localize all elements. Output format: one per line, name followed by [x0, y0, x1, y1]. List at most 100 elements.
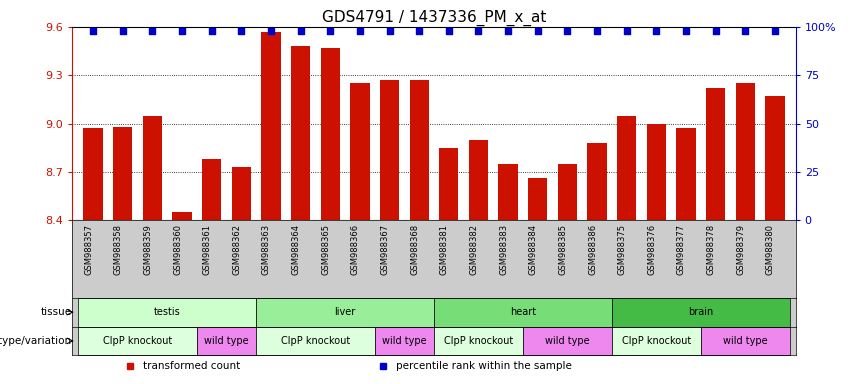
- Bar: [78, 298, 256, 326]
- Bar: [612, 298, 790, 326]
- Point: [561, 28, 574, 34]
- Point: [383, 28, 397, 34]
- Text: GSM988381: GSM988381: [440, 224, 448, 275]
- Point: [768, 28, 782, 34]
- Point: [205, 28, 219, 34]
- Bar: [374, 326, 434, 355]
- Bar: [291, 46, 311, 220]
- Text: GSM988380: GSM988380: [766, 224, 775, 275]
- Text: GSM988384: GSM988384: [528, 224, 538, 275]
- Bar: [231, 167, 251, 220]
- Text: brain: brain: [688, 307, 713, 317]
- Bar: [409, 80, 429, 220]
- Text: wild type: wild type: [204, 336, 248, 346]
- Bar: [706, 88, 725, 220]
- Point: [264, 28, 277, 34]
- Bar: [78, 326, 197, 355]
- Text: GSM988365: GSM988365: [321, 224, 330, 275]
- Bar: [321, 48, 340, 220]
- Bar: [647, 124, 666, 220]
- Bar: [439, 148, 459, 220]
- Text: ClpP knockout: ClpP knockout: [281, 336, 350, 346]
- Bar: [765, 96, 785, 220]
- Text: ClpP knockout: ClpP knockout: [103, 336, 172, 346]
- Text: GSM988360: GSM988360: [173, 224, 182, 275]
- Point: [531, 28, 545, 34]
- Point: [442, 28, 455, 34]
- Bar: [202, 159, 221, 220]
- Text: GSM988382: GSM988382: [470, 224, 478, 275]
- Text: wild type: wild type: [723, 336, 768, 346]
- Title: GDS4791 / 1437336_PM_x_at: GDS4791 / 1437336_PM_x_at: [322, 9, 546, 25]
- Point: [353, 28, 367, 34]
- Text: GSM988357: GSM988357: [84, 224, 93, 275]
- Bar: [612, 326, 701, 355]
- Text: GSM988385: GSM988385: [558, 224, 568, 275]
- Text: GSM988386: GSM988386: [588, 224, 597, 275]
- Point: [620, 28, 633, 34]
- Text: GSM988378: GSM988378: [706, 224, 716, 275]
- Point: [591, 28, 604, 34]
- Point: [86, 28, 100, 34]
- Text: wild type: wild type: [545, 336, 590, 346]
- Bar: [499, 164, 517, 220]
- Point: [116, 28, 129, 34]
- Bar: [143, 116, 162, 220]
- Text: GSM988367: GSM988367: [380, 224, 390, 275]
- Text: GSM988363: GSM988363: [262, 224, 271, 275]
- Text: percentile rank within the sample: percentile rank within the sample: [397, 361, 572, 371]
- Text: GSM988368: GSM988368: [410, 224, 420, 275]
- Point: [471, 28, 485, 34]
- Bar: [83, 129, 103, 220]
- Point: [235, 28, 248, 34]
- Text: GSM988364: GSM988364: [292, 224, 300, 275]
- Text: GSM988375: GSM988375: [618, 224, 626, 275]
- Bar: [173, 212, 191, 220]
- Text: liver: liver: [334, 307, 356, 317]
- Text: transformed count: transformed count: [143, 361, 241, 371]
- Text: GSM988359: GSM988359: [143, 224, 152, 275]
- Text: GSM988366: GSM988366: [351, 224, 360, 275]
- Bar: [469, 140, 488, 220]
- Text: GSM988377: GSM988377: [677, 224, 686, 275]
- Text: GSM988379: GSM988379: [736, 224, 745, 275]
- Text: GSM988358: GSM988358: [114, 224, 123, 275]
- Point: [501, 28, 515, 34]
- Point: [413, 28, 426, 34]
- Text: heart: heart: [510, 307, 536, 317]
- Bar: [523, 326, 612, 355]
- Point: [146, 28, 159, 34]
- Point: [709, 28, 722, 34]
- Text: GSM988361: GSM988361: [203, 224, 212, 275]
- Text: GSM988383: GSM988383: [500, 224, 508, 275]
- Point: [649, 28, 663, 34]
- Bar: [351, 83, 369, 220]
- Text: genotype/variation: genotype/variation: [0, 336, 71, 346]
- Text: wild type: wild type: [382, 336, 426, 346]
- Bar: [256, 326, 374, 355]
- Bar: [113, 127, 133, 220]
- Bar: [261, 32, 281, 220]
- Bar: [677, 129, 695, 220]
- Point: [175, 28, 189, 34]
- Text: GSM988376: GSM988376: [648, 224, 656, 275]
- Bar: [380, 80, 399, 220]
- Bar: [701, 326, 790, 355]
- Point: [323, 28, 337, 34]
- Bar: [617, 116, 637, 220]
- Text: GSM988362: GSM988362: [232, 224, 242, 275]
- Bar: [587, 143, 607, 220]
- Text: tissue: tissue: [41, 307, 71, 317]
- Bar: [197, 326, 256, 355]
- Bar: [434, 326, 523, 355]
- Text: ClpP knockout: ClpP knockout: [444, 336, 513, 346]
- Bar: [528, 179, 547, 220]
- Bar: [256, 298, 434, 326]
- Bar: [735, 83, 755, 220]
- Text: testis: testis: [154, 307, 180, 317]
- Bar: [557, 164, 577, 220]
- Text: ClpP knockout: ClpP knockout: [622, 336, 691, 346]
- Point: [739, 28, 752, 34]
- Point: [679, 28, 693, 34]
- Point: [294, 28, 307, 34]
